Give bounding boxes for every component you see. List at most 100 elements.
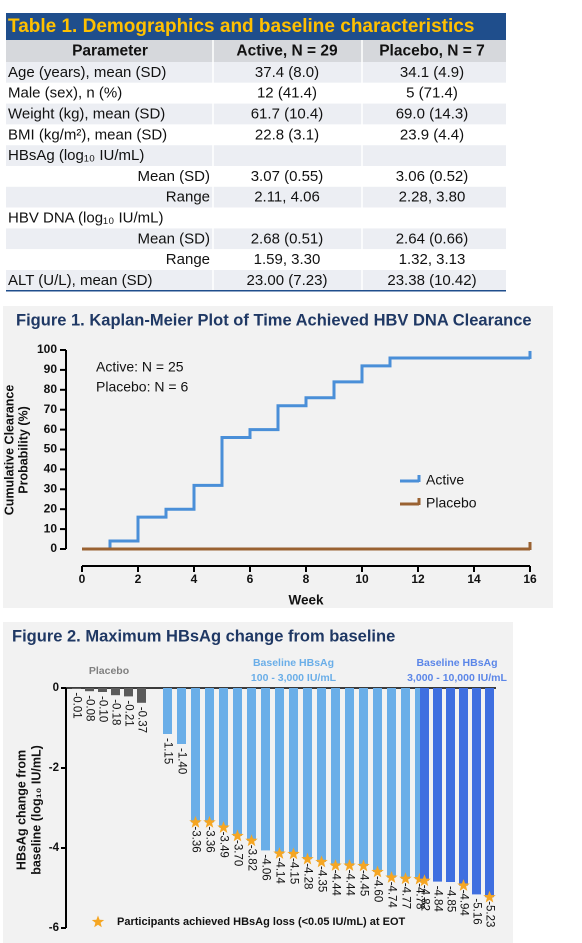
- table-cell: 12 (41.4): [257, 85, 317, 102]
- table-row-bg: [6, 228, 506, 250]
- bar: [247, 688, 256, 841]
- value-label: -5.16: [470, 898, 482, 924]
- x-tick-label: 12: [411, 572, 425, 586]
- value-label: -4.35: [315, 866, 327, 892]
- table-header-cell: Active, N = 29: [236, 43, 338, 60]
- y-tick-label: 100: [37, 342, 57, 356]
- table-cell: HBsAg (log₁₀ IU/mL): [8, 147, 144, 164]
- loss-star: [301, 852, 314, 865]
- table-row-bg: [6, 62, 506, 83]
- y-tick-label: 20: [44, 501, 58, 515]
- table-cell: 2.64 (0.66): [396, 230, 469, 247]
- table-cell: 2.68 (0.51): [251, 230, 324, 247]
- table-cell: 3.07 (0.55): [251, 168, 324, 185]
- y-tick-label: 40: [44, 462, 58, 476]
- x-tick-label: 0: [79, 572, 86, 586]
- y-tick-label: 0: [50, 541, 57, 555]
- y-tick-label: 0: [53, 682, 59, 694]
- value-label: -4.14: [273, 858, 285, 885]
- table-cell: Age (years), mean (SD): [8, 64, 166, 81]
- x-tick-label: 8: [303, 572, 310, 586]
- value-label: -3.49: [217, 832, 229, 858]
- table-title: Table 1. Demographics and baseline chara…: [8, 16, 474, 37]
- legend-label: Placebo: [426, 495, 477, 511]
- loss-star: [483, 890, 496, 903]
- loss-star: [315, 855, 328, 868]
- bar: [111, 688, 120, 696]
- loss-star: [287, 847, 300, 860]
- table-cell: ALT (U/L), mean (SD): [8, 272, 152, 289]
- table-row-bg: [6, 249, 506, 270]
- bar: [446, 688, 455, 882]
- loss-star: [413, 872, 426, 885]
- bar: [98, 688, 107, 692]
- y-tick-label: -2: [49, 762, 59, 774]
- y-tick-label: -6: [49, 922, 59, 934]
- y-axis-label: HBsAg change from: [14, 750, 28, 870]
- y-tick-label: 80: [44, 382, 58, 396]
- bar: [219, 688, 228, 828]
- table-cell: Male (sex), n (%): [8, 85, 122, 102]
- x-tick-label: 2: [135, 572, 142, 586]
- value-label: -4.45: [357, 870, 369, 896]
- bar: [420, 688, 429, 881]
- table-cell: Mean (SD): [137, 168, 210, 185]
- annotation: Active: N = 25: [96, 359, 184, 375]
- bar: [137, 688, 146, 703]
- bar: [317, 688, 326, 862]
- step-line: [82, 356, 530, 551]
- table-cell: 61.7 (10.4): [251, 105, 324, 122]
- bar: [303, 688, 312, 860]
- value-label: -0.01: [70, 692, 82, 718]
- table-cell: 2.28, 3.80: [399, 189, 466, 206]
- value-label: -1.40: [175, 748, 187, 774]
- table-header-bg: [6, 40, 506, 62]
- value-label: -0.37: [135, 707, 147, 733]
- y-axis-label: Cumulative Clearance: [2, 385, 16, 516]
- x-tick-label: 6: [247, 572, 254, 586]
- value-label: -4.85: [444, 886, 456, 912]
- table-row-bg: [6, 207, 506, 229]
- bar: [233, 688, 242, 836]
- table-cell: Weight (kg), mean (SD): [8, 105, 165, 122]
- loss-star: [399, 872, 412, 885]
- value-label: -4.78: [413, 883, 425, 909]
- bar: [373, 688, 382, 872]
- group-label: Baseline HBsAg: [253, 657, 334, 669]
- bar: [289, 688, 298, 854]
- table-header-cell: Placebo, N = 7: [379, 43, 485, 60]
- group-label: Baseline HBsAg: [416, 657, 497, 669]
- table-row-bg: [6, 82, 506, 104]
- loss-star: [329, 859, 342, 871]
- bar: [331, 688, 340, 866]
- table-cell: BMI (kg/m²), mean (SD): [8, 126, 167, 143]
- value-label: -0.21: [122, 700, 134, 726]
- table-cell: Range: [166, 251, 210, 268]
- bar: [275, 688, 284, 854]
- y-tick-label: 10: [44, 521, 58, 535]
- bar: [359, 688, 368, 866]
- table-title-bar: [6, 13, 506, 40]
- x-tick-label: 4: [191, 572, 198, 586]
- value-label: -3.82: [245, 845, 257, 871]
- x-tick-label: 10: [355, 572, 369, 586]
- group-label: 3,000 - 10,000 IU/mL: [407, 672, 507, 684]
- table-cell: 37.4 (8.0): [255, 64, 319, 81]
- y-tick-label: 70: [44, 402, 58, 416]
- legend-star: [91, 915, 105, 928]
- value-label: -4.74: [385, 882, 397, 909]
- bar: [415, 688, 424, 880]
- chart-panel: [3, 306, 553, 608]
- table-cell: 5 (71.4): [406, 85, 458, 102]
- table-row-bg: [6, 124, 506, 146]
- table-row-bg: [6, 145, 506, 166]
- y-tick-label: -4: [49, 842, 60, 854]
- legend-label: Active: [426, 472, 464, 488]
- y-tick-label: 50: [44, 442, 58, 456]
- bar: [177, 688, 186, 744]
- table-cell: 1.32, 3.13: [399, 251, 466, 268]
- table-cell: 3.06 (0.52): [396, 168, 469, 185]
- loss-star: [273, 847, 286, 859]
- value-label: -0.18: [109, 699, 121, 725]
